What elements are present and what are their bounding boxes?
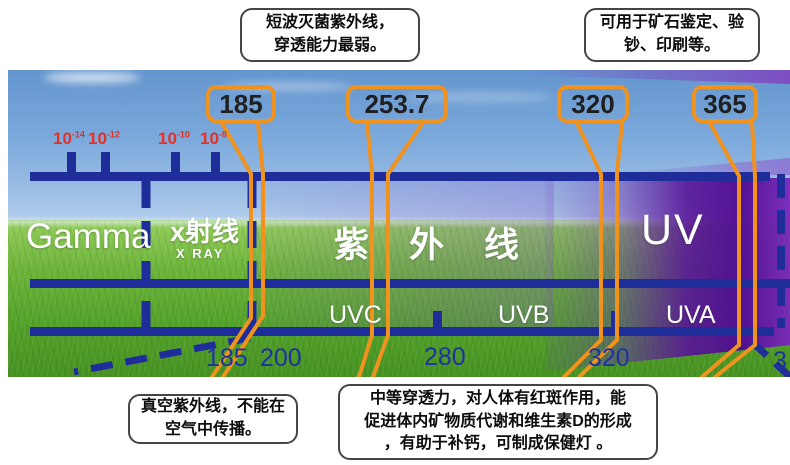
nm-280: 280 [424,343,466,371]
diagram-lines [30,119,790,377]
band-uva: UVA [666,301,716,329]
callout-line: 可用于矿石鉴定、验 [599,14,744,32]
uv-violet-tint [254,178,554,336]
callout-line: 中等穿透力，对人体有红斑作用，能 [369,389,626,407]
callout-vacuum-uv: 真空紫外线，不能在 空气中传播。 [128,394,298,444]
band-gamma: Gamma [26,217,151,256]
orange-leaders [210,119,757,377]
cloud [44,72,140,83]
marker-185nm: 185 [206,85,276,123]
band-uv: UV [641,206,705,254]
marker-365nm: 365 [692,85,758,123]
nm-185: 185 [206,344,248,372]
uv-purple-beam [545,178,790,372]
scale-10e-8: 10-8 [200,129,227,148]
scale-10e-12: 10-12 [88,129,120,148]
band-xray-en: X RAY [176,246,225,261]
spectrum-photo [8,70,790,377]
scale-10e-14: 10-14 [53,129,85,148]
callout-line: 空气中传播。 [164,421,261,438]
callout-line: ，有助于补钙，可制成保健灯 。 [383,435,613,453]
cloud [223,82,353,91]
callout-shortwave-germicidal: 短波灭菌紫外线， 穿透能力最弱。 [240,8,420,62]
marker-253.7nm: 253.7 [346,85,448,123]
marker-320nm: 320 [557,85,629,123]
callout-line: 促进体内矿物质代谢和维生素D的形成 [364,412,632,430]
band-uvc: UVC [329,301,382,329]
scale-10e-10: 10-10 [158,129,190,148]
cloud [403,92,553,102]
callout-line: 穿透能力最弱。 [273,37,386,54]
band-uv-cn: 紫外线 [334,226,560,265]
callout-mineral-identification: 可用于矿石鉴定、验 钞、印刷等。 [584,8,760,62]
band-uvb: UVB [498,301,550,329]
callout-line: 短波灭菌紫外线， [265,14,394,32]
nm-365-partial: 3 [773,347,787,375]
nm-200: 200 [260,344,302,372]
callout-medium-penetration: 中等穿透力，对人体有红斑作用，能 促进体内矿物质代谢和维生素D的形成 ，有助于补… [338,384,658,460]
nm-320: 320 [588,344,630,372]
callout-line: 真空紫外线，不能在 [140,398,285,416]
band-xray-cn: x射线 [170,217,240,247]
callout-line: 钞、印刷等。 [623,37,720,54]
